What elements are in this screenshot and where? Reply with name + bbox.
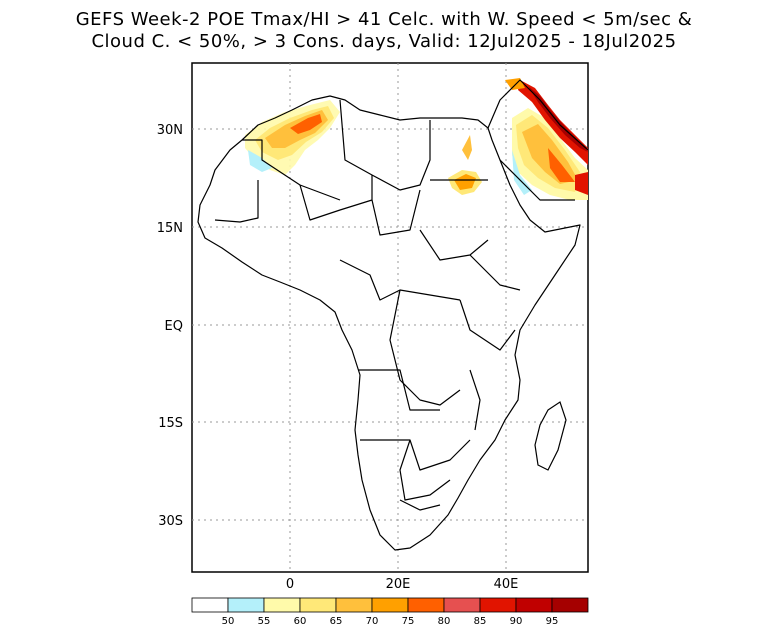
lon-label-40e: 40E [494,577,519,592]
colorbar-label: 55 [258,616,271,627]
colorbar-label: 90 [510,616,523,627]
lat-labels: 30N 15N EQ 15S 30S [157,123,183,529]
colorbar: 50 55 60 65 70 75 80 85 90 95 [191,597,589,627]
colorbar-swatch [227,597,265,613]
map-title-line1: GEFS Week-2 POE Tmax/HI > 41 Celc. with … [75,9,693,30]
lat-label-30n: 30N [157,123,183,138]
colorbar-swatch [551,597,589,613]
country-borders [197,79,589,551]
map-title-line2: Cloud C. < 50%, > 3 Cons. days, Valid: 1… [91,31,677,52]
madagascar-outline [534,401,567,471]
colorbar-label: 65 [330,616,343,627]
colorbar-label: 75 [402,616,415,627]
colorbar-swatch [191,597,229,613]
colorbar-swatch [299,597,337,613]
lon-labels: 0 20E 40E [286,577,519,592]
colorbar-label: 60 [294,616,307,627]
colorbar-label: 80 [438,616,451,627]
colorbar-label: 95 [546,616,559,627]
colorbar-swatch [263,597,301,613]
colorbar-swatch [515,597,553,613]
lon-label-20e: 20E [386,577,411,592]
lon-label-0: 0 [286,577,294,592]
lat-label-15s: 15S [158,416,183,431]
lat-label-eq: EQ [165,319,183,334]
colorbar-label: 70 [366,616,379,627]
lat-label-15n: 15N [157,221,183,236]
colorbar-swatch [407,597,445,613]
colorbar-label: 85 [474,616,487,627]
colorbar-swatch [371,597,409,613]
colorbar-label: 50 [222,616,235,627]
colorbar-swatch [335,597,373,613]
colorbar-swatch [479,597,517,613]
probability-shading [245,78,588,200]
colorbar-swatch [443,597,481,613]
lat-label-30s: 30S [158,514,183,529]
